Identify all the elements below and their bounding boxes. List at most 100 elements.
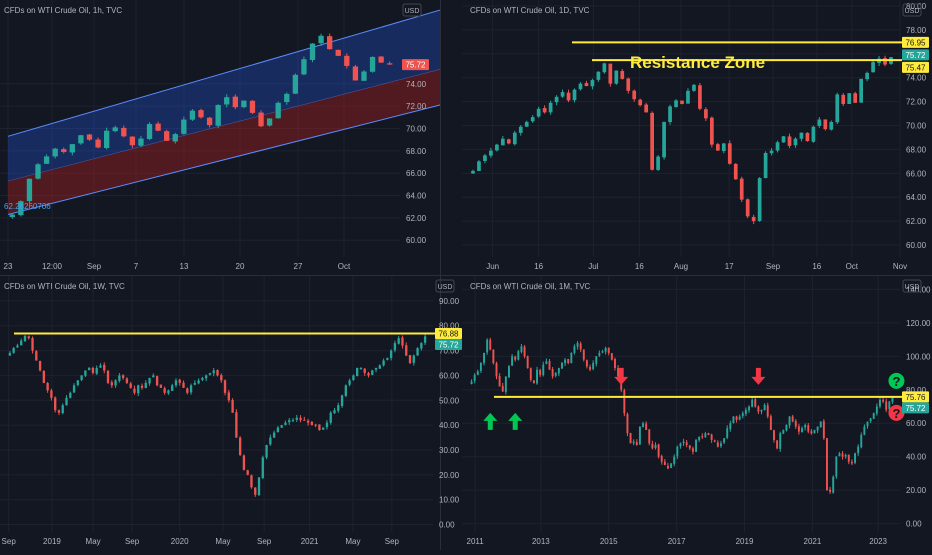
candle-body [781,136,786,143]
candle-body [138,138,144,146]
candle-body [654,444,657,448]
candle-body [829,121,834,130]
candle-body [129,136,136,146]
candle-body [590,80,595,87]
candle-body [76,380,80,386]
chart-title: CFDs on WTI Crude Oil, 1M, TVC [470,282,591,291]
x-tick-label: Jul [588,262,598,271]
x-tick-label: Sep [257,537,272,546]
candle-body [397,338,400,344]
candle-body [739,178,744,200]
candle-body [679,443,682,447]
candle-body [511,356,514,366]
candle-body [732,416,735,423]
candle-body [103,130,110,149]
candle-body [257,477,261,496]
candle-body [847,93,852,105]
question-down-glyph: ? [892,406,900,421]
candle-body [344,385,348,396]
candle-body [224,97,230,105]
y-tick-label: 72.00 [906,98,927,107]
down-arrow-icon [614,367,629,385]
candle-body [20,340,23,346]
candle-body [144,382,147,389]
price-tag-label: 75.47 [905,63,926,72]
candle-body [280,425,283,428]
candle-body [155,376,159,386]
candle-body [557,368,560,374]
x-tick-label: Sep [125,537,140,546]
candle-body [748,406,750,411]
channel-upper-line [7,9,441,137]
candle-body [716,442,719,447]
candle-body [668,106,672,122]
candle-body [152,375,155,378]
candle-body [817,119,822,126]
candle-body [832,476,835,493]
candle-body [579,343,582,350]
candle-body [125,378,129,383]
candle-body [572,89,577,101]
candle-body [754,399,757,407]
candle-body [663,461,666,466]
candle-body [504,376,507,393]
candle-body [744,409,747,414]
candle-body [854,453,856,463]
currency-badge [902,3,922,17]
candle-body [186,388,189,393]
candle-body [477,161,481,171]
candle-body [371,370,374,375]
x-tick-label: Sep [766,262,781,271]
candle-body [723,438,726,443]
price-tag-label: 75.76 [905,393,926,402]
y-tick-label: 64.00 [906,193,927,202]
candle-body [159,384,163,388]
candle-body [686,90,690,104]
candle-body [198,110,204,118]
x-tick-label: 2021 [301,537,319,546]
candle-body [269,437,272,445]
y-tick-label: 74.00 [906,74,927,83]
candle-body [670,463,673,469]
candle-body [608,63,613,84]
candle-body [46,383,49,391]
candle-body [43,156,50,164]
candle-body [155,123,161,131]
candle-body [408,355,412,363]
candle-body [208,372,212,375]
candle-body [84,370,87,376]
candle-body [412,355,415,363]
candle-body [363,368,366,373]
candle-body [405,345,408,356]
candle-body [775,142,780,151]
candle-body [216,370,219,376]
candle-body [793,138,798,146]
candle-body [626,78,631,91]
x-tick-label: Oct [338,262,351,271]
candle-body [291,420,295,422]
y-tick-label: 80.00 [906,386,927,395]
y-tick-label: 70.00 [906,122,927,131]
candle-body [42,371,46,383]
candle-body [629,433,632,444]
candle-body [174,380,178,386]
candle-body [891,396,894,402]
candle-body [857,446,860,454]
candle-body [232,96,238,108]
candle-body [8,353,12,356]
y-tick-label: 40.00 [906,453,927,462]
y-tick-label: 0.00 [906,520,922,529]
candle-body [80,375,83,380]
currency-label: USD [438,284,453,291]
candle-body [773,430,775,440]
candle-body [31,338,34,351]
candle-body [819,421,822,428]
candle-body [554,373,557,376]
candle-body [69,392,72,398]
candle-body [87,367,91,371]
y-tick-label: 60.00 [906,241,927,250]
candle-body [238,437,242,455]
y-tick-label: 78.00 [906,26,927,35]
candle-body [614,359,616,369]
y-tick-label: 68.00 [406,147,427,156]
